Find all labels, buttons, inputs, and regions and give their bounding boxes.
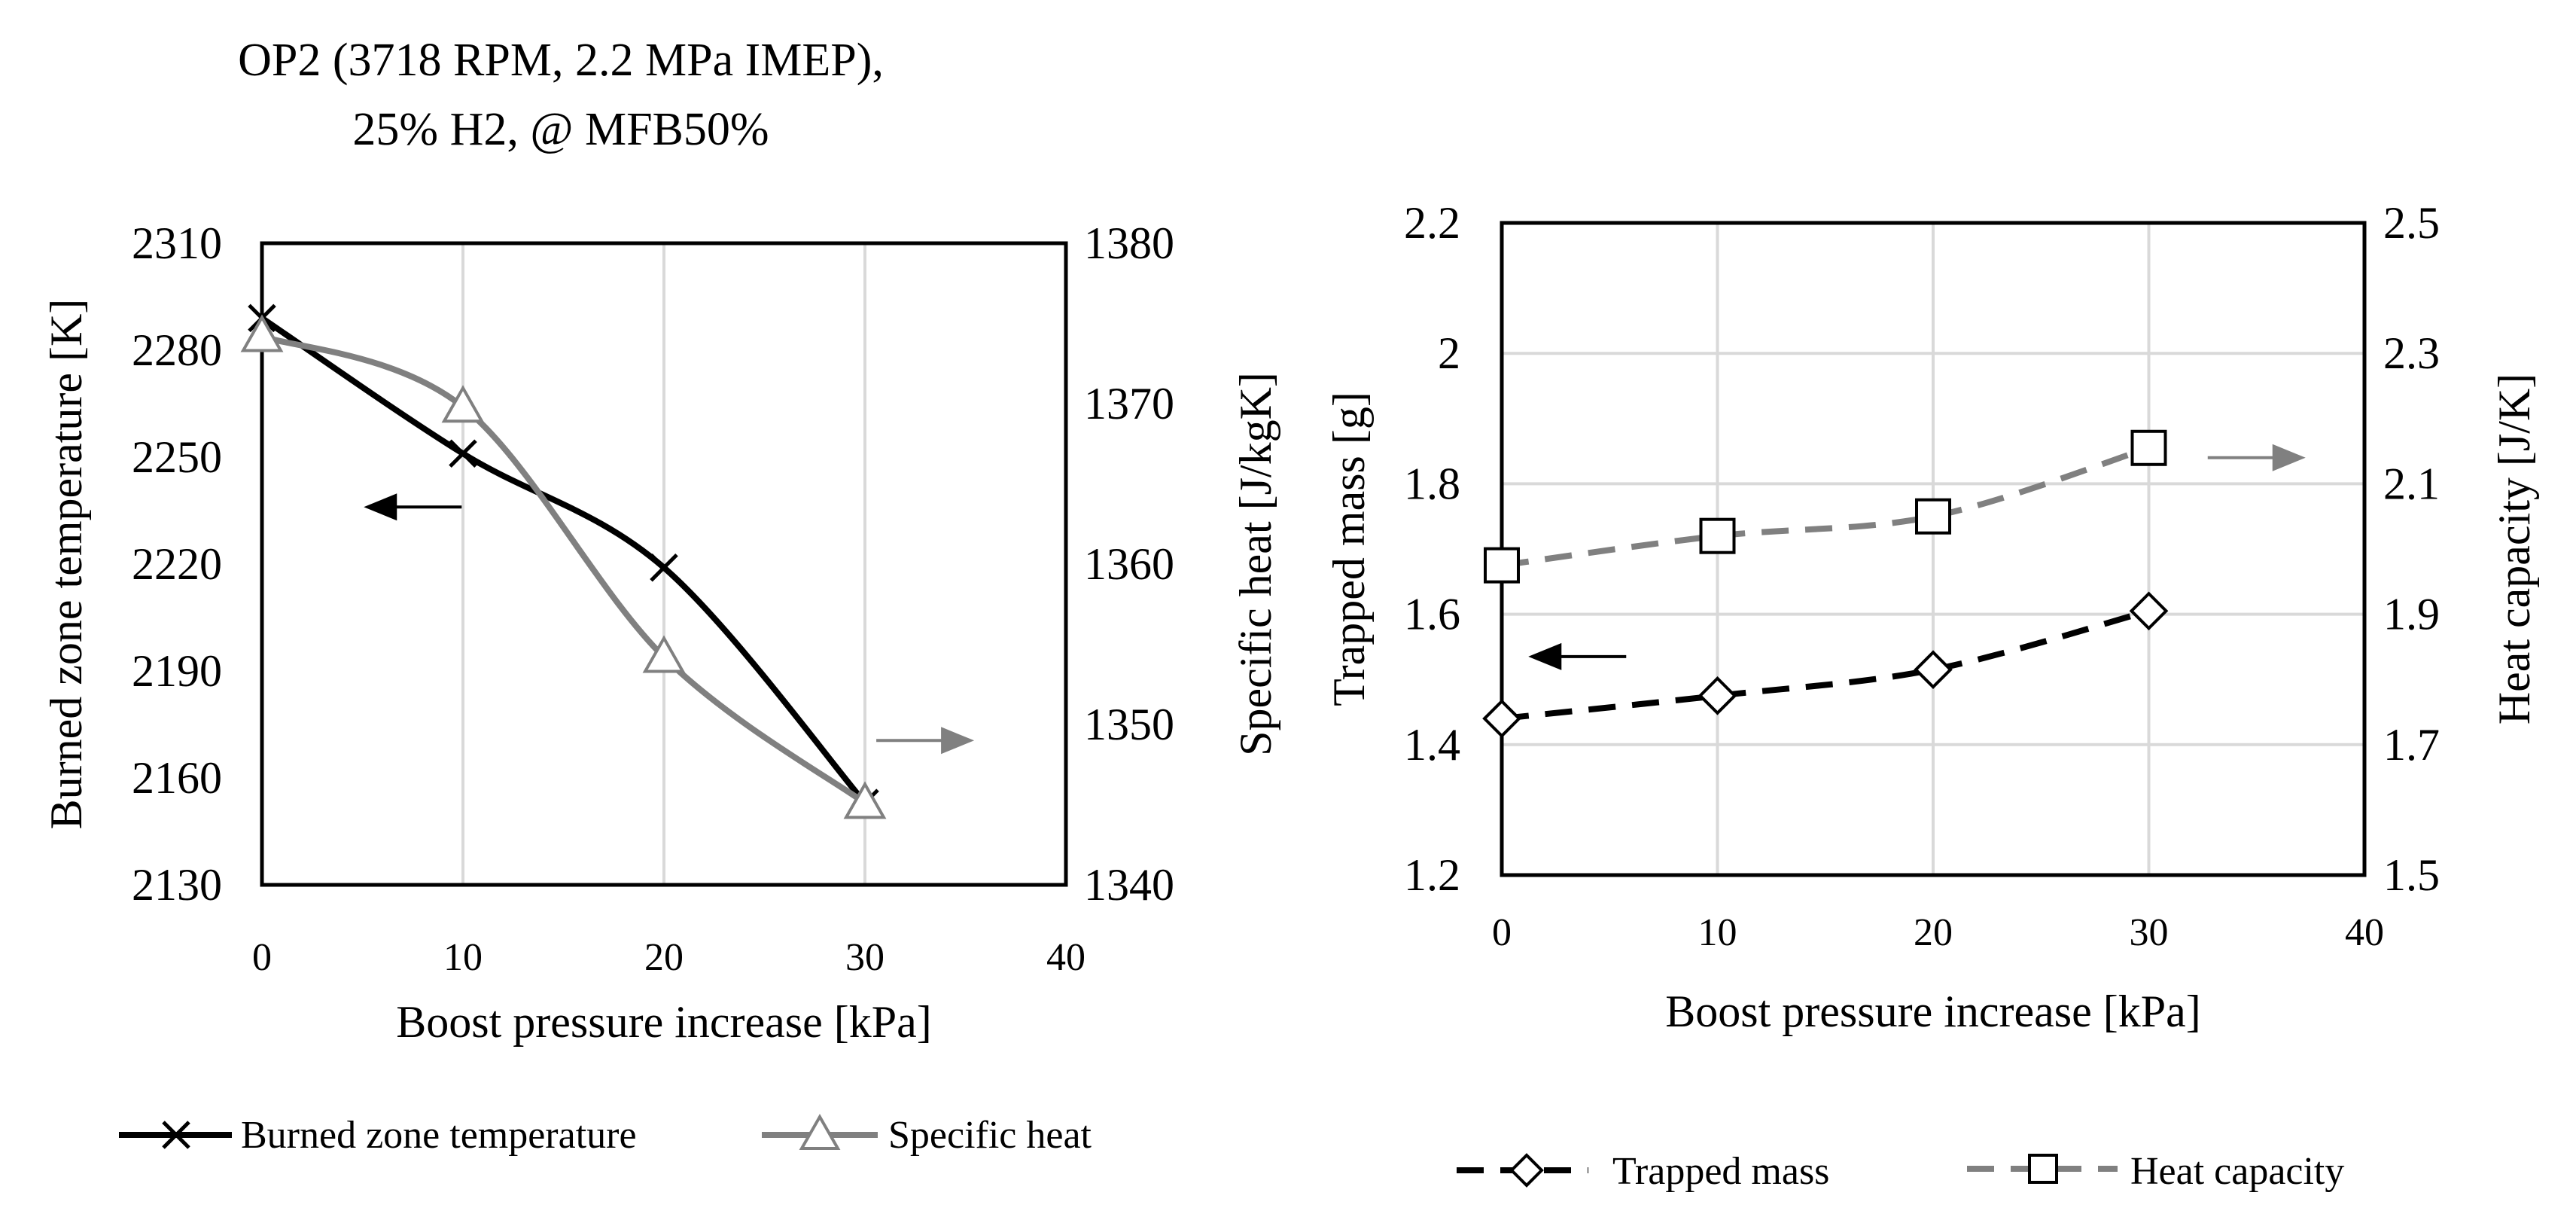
x-tick-label: 10 xyxy=(1698,911,1737,954)
x-tick-label: 40 xyxy=(2345,911,2384,954)
data-point-trapped-mass xyxy=(2129,591,2169,631)
x-tick-label: 0 xyxy=(252,936,272,979)
chart-2-right-y-tick-labels: 1.5 1.7 1.9 2.1 2.3 2.5 xyxy=(2383,198,2440,900)
left-y-tick-label: 2160 xyxy=(132,753,222,803)
legend-label-trapped-mass: Trapped mass xyxy=(1612,1150,1829,1193)
right-y-tick-label: 1.7 xyxy=(2383,720,2440,770)
left-y-tick-label: 2310 xyxy=(132,218,222,268)
legend-swatch-specific-heat xyxy=(762,1113,878,1150)
data-point-specific-heat xyxy=(441,385,485,423)
chart-2-x-axis-label: Boost pressure increase [kPa] xyxy=(1665,987,2200,1036)
right-y-tick-label: 2.5 xyxy=(2383,198,2440,248)
right-y-tick-label: 1.9 xyxy=(2383,590,2440,639)
data-point-heat-capacity xyxy=(2130,429,2167,466)
legend-label-burned-zone-temperature: Burned zone temperature xyxy=(241,1114,637,1157)
series-line-specific-heat xyxy=(260,333,867,806)
chart-1-series xyxy=(240,303,887,819)
chart-2: 0 10 20 30 40 1.2 1.4 1.6 1.8 2 2.2 1.5 1.7 1.9 2.1 2… xyxy=(1324,198,2539,1193)
right-y-tick-label: 1360 xyxy=(1084,539,1174,589)
chart-1-x-axis-label: Boost pressure increase [kPa] xyxy=(396,997,931,1047)
right-y-tick-label: 1340 xyxy=(1084,860,1174,910)
series-line-trapped-mass xyxy=(1501,608,2150,722)
left-y-tick-label: 2130 xyxy=(132,860,222,910)
left-y-tick-label: 1.2 xyxy=(1404,850,1460,900)
chart-2-x-tick-labels: 0 10 20 30 40 xyxy=(1492,911,2384,954)
data-point-specific-heat xyxy=(642,635,686,673)
right-y-tick-label: 1380 xyxy=(1084,218,1174,268)
left-y-tick-label: 2220 xyxy=(132,539,222,589)
data-point-trapped-mass xyxy=(1482,699,1521,738)
legend-label-specific-heat: Specific heat xyxy=(888,1114,1092,1157)
chart-2-left-y-axis-label: Trapped mass [g] xyxy=(1324,392,1374,706)
left-y-tick-label: 2250 xyxy=(132,432,222,482)
data-point-trapped-mass xyxy=(1914,650,1953,690)
chart-2-arrows xyxy=(1528,444,2306,670)
left-y-tick-label: 1.6 xyxy=(1404,590,1460,639)
x-tick-label: 30 xyxy=(2130,911,2169,954)
chart-1-x-tick-labels: 0 10 20 30 40 xyxy=(252,936,1086,979)
chart-1-legend: Burned zone temperature Specific heat xyxy=(119,1113,1092,1157)
chart-1-left-y-axis-label: Burned zone temperature [K] xyxy=(41,299,91,830)
data-point-heat-capacity xyxy=(1484,547,1520,584)
right-y-tick-label: 1350 xyxy=(1084,700,1174,749)
x-tick-label: 20 xyxy=(644,936,684,979)
chart-1-title-line-1: OP2 (3718 RPM, 2.2 MPa IMEP), xyxy=(238,35,884,86)
legend-swatch-burned-zone-temperature xyxy=(119,1121,232,1149)
left-y-tick-label: 1.4 xyxy=(1404,720,1460,770)
series-trapped-mass xyxy=(1482,591,2169,738)
data-point-heat-capacity xyxy=(1699,517,1736,554)
right-y-tick-label: 1.5 xyxy=(2383,850,2440,900)
chart-1-right-y-tick-labels: 1340 1350 1360 1370 1380 xyxy=(1084,218,1174,910)
series-burned-zone-temperature xyxy=(248,303,879,817)
x-tick-label: 10 xyxy=(443,936,483,979)
legend-label-heat-capacity: Heat capacity xyxy=(2130,1150,2344,1193)
chart-2-left-y-tick-labels: 1.2 1.4 1.6 1.8 2 2.2 xyxy=(1404,198,1460,900)
chart-1-arrows xyxy=(364,493,975,755)
arrow-head-left-icon xyxy=(1528,642,1562,670)
x-tick-label: 30 xyxy=(845,936,885,979)
data-point-heat-capacity xyxy=(1915,498,1951,535)
series-specific-heat xyxy=(240,314,887,819)
chart-2-series xyxy=(1482,429,2169,738)
left-y-tick-label: 2190 xyxy=(132,646,222,696)
data-point-specific-heat xyxy=(843,781,887,819)
x-tick-label: 20 xyxy=(1914,911,1953,954)
chart-1-left-y-tick-labels: 2130 2160 2190 2220 2250 2280 2310 xyxy=(132,218,222,910)
data-point-burned-zone-temperature xyxy=(449,439,477,468)
series-line-burned-zone-temperature xyxy=(260,316,868,805)
legend-swatch-trapped-mass xyxy=(1457,1153,1588,1188)
legend-swatch-heat-capacity xyxy=(1967,1154,2118,1184)
chart-1-plot-frame xyxy=(260,241,1068,887)
right-y-tick-label: 1370 xyxy=(1084,379,1174,429)
right-y-tick-label: 2.3 xyxy=(2383,328,2440,378)
left-y-tick-label: 2.2 xyxy=(1404,198,1460,248)
left-y-tick-label: 2280 xyxy=(132,325,222,375)
left-y-tick-label: 2 xyxy=(1438,328,1460,378)
series-heat-capacity xyxy=(1484,429,2167,584)
x-tick-label: 0 xyxy=(1492,911,1512,954)
right-y-tick-label: 2.1 xyxy=(2383,459,2440,508)
chart-1: OP2 (3718 RPM, 2.2 MPa IMEP), 25% H2, @ … xyxy=(41,35,1280,1157)
chart-2-legend: Trapped mass Heat capacity xyxy=(1457,1150,2344,1193)
x-tick-label: 40 xyxy=(1046,936,1086,979)
arrow-head-left-icon xyxy=(364,493,397,521)
arrow-head-right-icon xyxy=(2272,444,2306,471)
chart-1-title-line-2: 25% H2, @ MFB50% xyxy=(352,104,769,155)
series-line-heat-capacity xyxy=(1501,444,2150,569)
data-point-burned-zone-temperature xyxy=(650,553,678,582)
arrow-head-right-icon xyxy=(941,727,975,755)
chart-2-right-y-axis-label: Heat capacity [J/K] xyxy=(2489,374,2539,724)
chart-1-right-y-axis-label: Specific heat [J/kgK] xyxy=(1231,372,1280,756)
chart-2-gridlines xyxy=(1502,223,2364,875)
data-point-trapped-mass xyxy=(1698,676,1737,715)
left-y-tick-label: 1.8 xyxy=(1404,459,1460,508)
data-point-specific-heat xyxy=(240,314,284,352)
